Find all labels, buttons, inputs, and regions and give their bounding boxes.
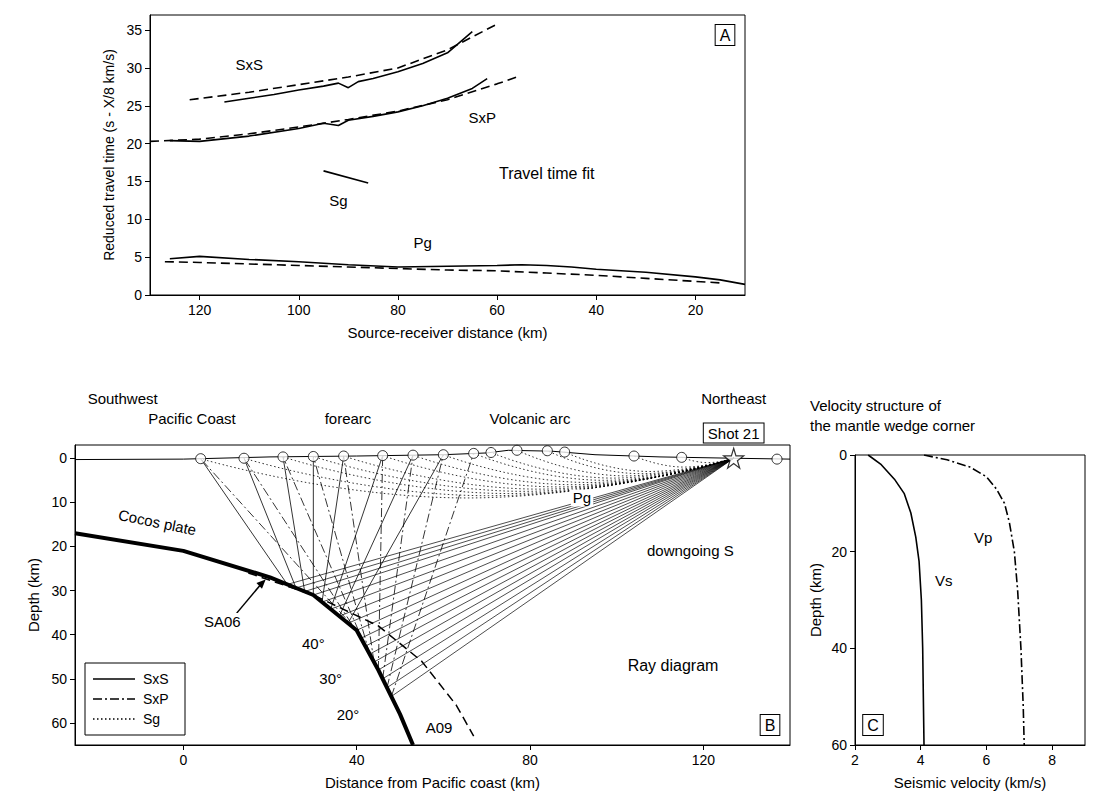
svg-text:Source-receiver distance (km): Source-receiver distance (km)	[347, 324, 547, 341]
svg-text:the mantle wedge corner: the mantle wedge corner	[810, 417, 975, 434]
svg-text:15: 15	[126, 173, 142, 189]
svg-text:4: 4	[917, 752, 925, 768]
svg-text:SxS: SxS	[143, 671, 169, 687]
svg-text:Sg: Sg	[329, 192, 347, 209]
svg-text:Ray diagram: Ray diagram	[628, 657, 719, 674]
svg-text:0: 0	[59, 450, 67, 466]
svg-text:Pg: Pg	[414, 234, 432, 251]
svg-text:20°: 20°	[337, 706, 360, 723]
svg-text:Depth (km): Depth (km)	[807, 563, 824, 637]
svg-text:80: 80	[390, 302, 406, 318]
svg-text:40: 40	[349, 752, 365, 768]
svg-text:100: 100	[287, 302, 311, 318]
svg-text:Shot 21: Shot 21	[708, 425, 760, 442]
svg-text:30: 30	[126, 60, 142, 76]
svg-text:SA06: SA06	[204, 613, 241, 630]
svg-text:20: 20	[126, 136, 142, 152]
svg-text:40°: 40°	[302, 635, 325, 652]
svg-text:20: 20	[51, 538, 67, 554]
svg-text:40: 40	[588, 302, 604, 318]
svg-text:Vs: Vs	[935, 572, 953, 589]
svg-text:120: 120	[692, 752, 716, 768]
svg-text:SxS: SxS	[235, 56, 263, 73]
svg-text:10: 10	[126, 211, 142, 227]
svg-text:5: 5	[134, 249, 142, 265]
svg-text:30°: 30°	[319, 670, 342, 687]
svg-text:A09: A09	[426, 719, 453, 736]
svg-text:forearc: forearc	[325, 410, 372, 427]
svg-text:80: 80	[522, 752, 538, 768]
svg-text:60: 60	[831, 737, 847, 753]
svg-text:A: A	[720, 27, 731, 44]
svg-text:C: C	[867, 717, 879, 734]
svg-text:B: B	[765, 717, 776, 734]
svg-text:120: 120	[188, 302, 212, 318]
svg-text:60: 60	[489, 302, 505, 318]
svg-text:2: 2	[851, 752, 859, 768]
svg-text:SxP: SxP	[143, 691, 169, 707]
svg-text:40: 40	[831, 640, 847, 656]
svg-text:Southwest: Southwest	[88, 390, 159, 407]
svg-text:Pg: Pg	[573, 489, 591, 506]
svg-text:8: 8	[1048, 752, 1056, 768]
svg-text:Velocity structure of: Velocity structure of	[810, 397, 942, 414]
svg-text:35: 35	[126, 22, 142, 38]
svg-text:Depth (km): Depth (km)	[25, 558, 42, 632]
svg-text:downgoing S: downgoing S	[647, 542, 734, 559]
svg-text:Volcanic arc: Volcanic arc	[490, 410, 571, 427]
svg-text:10: 10	[51, 494, 67, 510]
svg-text:30: 30	[51, 583, 67, 599]
svg-text:25: 25	[126, 98, 142, 114]
svg-text:0: 0	[179, 752, 187, 768]
svg-text:20: 20	[831, 544, 847, 560]
svg-text:60: 60	[51, 715, 67, 731]
svg-text:Seismic velocity (km/s): Seismic velocity (km/s)	[894, 774, 1047, 791]
svg-text:Pacific Coast: Pacific Coast	[148, 410, 236, 427]
svg-text:0: 0	[134, 287, 142, 303]
svg-text:SxP: SxP	[468, 109, 496, 126]
svg-text:Travel time fit: Travel time fit	[499, 165, 595, 182]
svg-text:Cocos plate: Cocos plate	[117, 506, 198, 538]
svg-text:0: 0	[839, 447, 847, 463]
svg-text:Vp: Vp	[974, 529, 992, 546]
svg-text:Distance from Pacific coast (k: Distance from Pacific coast (km)	[325, 774, 540, 791]
svg-text:20: 20	[688, 302, 704, 318]
svg-text:6: 6	[983, 752, 991, 768]
svg-text:Sg: Sg	[143, 711, 160, 727]
svg-text:50: 50	[51, 671, 67, 687]
svg-text:Northeast: Northeast	[701, 390, 767, 407]
svg-text:Reduced travel time (s - X/8 k: Reduced travel time (s - X/8 km/s)	[101, 49, 117, 261]
svg-text:40: 40	[51, 627, 67, 643]
